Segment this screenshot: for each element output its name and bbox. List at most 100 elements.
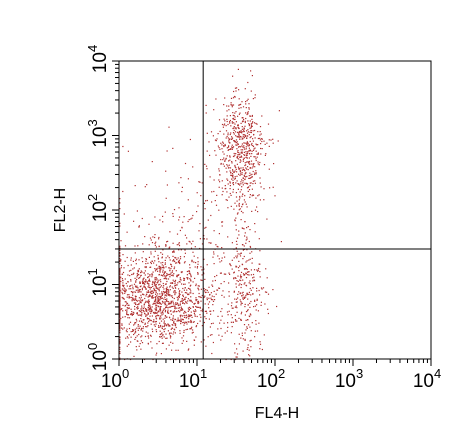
data-point — [226, 330, 228, 332]
data-point — [138, 297, 140, 299]
data-point — [155, 329, 157, 331]
data-point — [159, 270, 161, 272]
data-point — [247, 81, 249, 84]
data-point — [167, 307, 169, 309]
data-point — [137, 307, 139, 309]
x-tick-exponent: 0 — [122, 366, 129, 381]
data-point — [208, 141, 210, 143]
data-point — [237, 115, 239, 117]
data-point — [243, 174, 245, 177]
data-point — [224, 120, 226, 122]
data-point — [241, 132, 243, 134]
data-point — [222, 163, 224, 165]
data-point — [162, 261, 164, 264]
data-point — [159, 219, 161, 221]
data-point — [119, 348, 121, 350]
data-point — [241, 128, 243, 130]
data-point — [159, 266, 161, 268]
data-point — [173, 280, 175, 283]
data-point — [119, 318, 121, 320]
data-point — [216, 245, 218, 248]
data-point — [159, 322, 161, 324]
data-point — [243, 283, 245, 285]
data-point — [186, 237, 188, 239]
data-point — [149, 275, 151, 277]
data-point — [231, 259, 233, 261]
x-tick-exponent: 2 — [278, 366, 285, 381]
data-point — [179, 303, 181, 305]
data-point — [196, 267, 198, 269]
data-point — [209, 326, 211, 328]
data-point — [250, 177, 252, 179]
data-point — [165, 348, 167, 350]
data-point — [261, 148, 263, 150]
data-point — [251, 176, 253, 178]
data-point — [140, 274, 142, 276]
data-point — [163, 301, 165, 303]
data-point — [261, 348, 263, 351]
data-point — [182, 299, 185, 301]
data-point — [138, 277, 140, 279]
data-point — [206, 289, 208, 291]
data-point — [148, 283, 150, 285]
data-point — [177, 274, 179, 276]
data-point — [142, 279, 144, 281]
data-point — [197, 285, 199, 287]
data-point — [221, 144, 223, 146]
data-point — [126, 328, 128, 330]
data-point — [248, 108, 250, 110]
data-point — [229, 159, 231, 161]
data-point — [142, 330, 144, 332]
data-point — [147, 332, 149, 334]
data-point — [123, 285, 125, 287]
data-point — [140, 308, 142, 310]
data-point — [170, 313, 172, 315]
data-point — [239, 184, 241, 186]
data-point — [259, 137, 261, 139]
data-point — [227, 165, 229, 167]
data-point — [188, 219, 190, 221]
data-point — [174, 332, 176, 334]
data-point — [261, 138, 263, 140]
data-point — [140, 336, 142, 338]
data-point — [170, 263, 172, 265]
data-point — [241, 295, 243, 297]
data-point — [137, 289, 139, 291]
data-point — [139, 314, 141, 316]
data-point — [154, 260, 156, 262]
data-point — [139, 343, 141, 345]
data-point — [234, 277, 236, 279]
data-point — [179, 332, 181, 334]
data-point — [241, 244, 244, 246]
data-point — [151, 290, 153, 292]
data-point — [197, 302, 199, 304]
data-point — [190, 328, 192, 330]
data-point — [180, 306, 182, 308]
data-point — [150, 262, 152, 265]
data-point — [186, 314, 188, 316]
data-point — [155, 268, 158, 270]
data-point — [166, 324, 168, 326]
data-point — [217, 145, 219, 147]
data-point — [266, 291, 268, 293]
data-point — [235, 135, 237, 137]
data-point — [248, 282, 250, 284]
data-point — [240, 313, 242, 315]
data-point — [186, 274, 188, 276]
data-point — [225, 187, 227, 190]
data-point — [190, 314, 193, 316]
data-point — [152, 295, 154, 297]
data-point — [217, 246, 219, 248]
data-point — [228, 141, 230, 143]
data-point — [191, 301, 193, 303]
y-tick-exponent: 0 — [85, 343, 100, 350]
data-point — [140, 270, 142, 272]
data-point — [155, 307, 158, 309]
data-point — [161, 253, 164, 255]
data-point — [192, 251, 194, 253]
data-point — [169, 285, 171, 287]
data-point — [221, 221, 223, 223]
data-point — [165, 275, 167, 277]
data-point — [233, 152, 235, 155]
data-point — [232, 321, 234, 323]
